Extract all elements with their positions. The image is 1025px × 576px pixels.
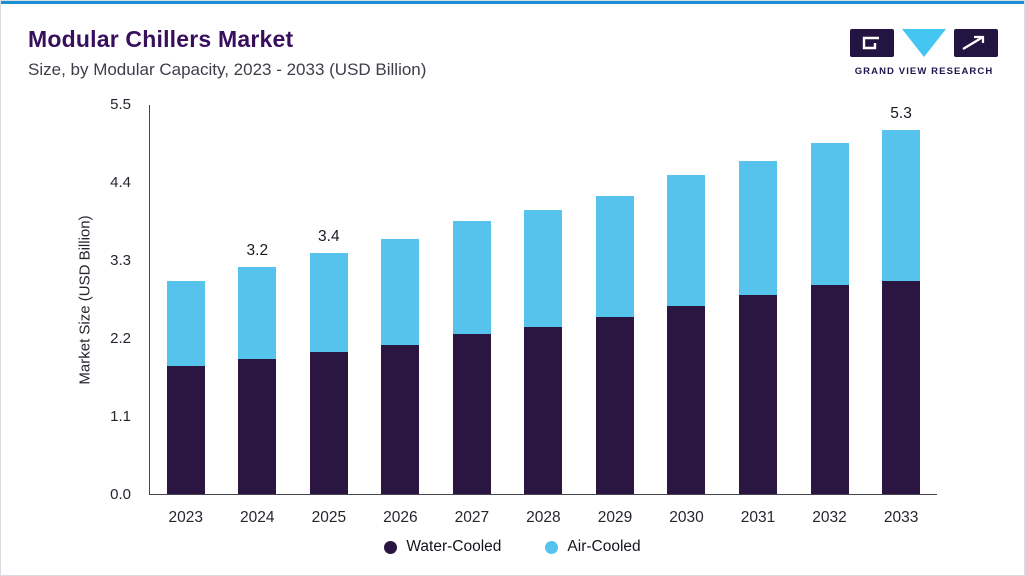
y-tick-label: 1.1 <box>110 408 131 425</box>
x-tick-label: 2030 <box>669 509 704 526</box>
x-tick-label: 2029 <box>597 509 633 526</box>
page-title: Modular Chillers Market <box>28 26 294 52</box>
bar-group: 2030 <box>651 105 722 526</box>
x-tick-label: 2023 <box>168 509 203 526</box>
bar-segment-air-cooled <box>166 281 205 367</box>
y-axis-title: Market Size (USD Billion) <box>76 215 94 385</box>
bar-group: 2028 <box>508 105 579 526</box>
y-axis-ticks: 0.0 1.1 2.2 3.3 4.4 5.5 <box>93 96 141 503</box>
x-tick-label: 2024 <box>240 509 275 526</box>
legend-item: Water-Cooled <box>384 538 501 556</box>
bars: 2023 3.2 2024 3.4 2025 2026 2027 2028 2029 2030 20… <box>150 105 937 526</box>
legend: Water-Cooled Air-Cooled <box>1 538 1024 556</box>
bar-segment-water-cooled <box>524 327 563 494</box>
x-tick-label: 2026 <box>383 509 418 526</box>
bar-segment-air-cooled <box>381 238 420 346</box>
bar-value-label: 3.2 <box>246 242 269 260</box>
legend-label: Air-Cooled <box>567 538 641 555</box>
bar-segment-air-cooled <box>524 210 563 328</box>
x-tick-label: 2033 <box>883 509 919 526</box>
bar-segment-air-cooled <box>667 174 706 307</box>
legend-item: Air-Cooled <box>545 538 641 556</box>
x-tick-label: 2032 <box>812 509 847 526</box>
y-tick-label: 5.5 <box>110 96 131 113</box>
bar-segment-water-cooled <box>810 284 849 494</box>
y-tick-label: 4.4 <box>110 174 131 191</box>
bar-segment-air-cooled <box>452 221 491 335</box>
legend-marker <box>384 540 398 554</box>
bar-value-label: 3.4 <box>318 227 340 245</box>
page-subtitle: Size, by Modular Capacity, 2023 - 2033 (… <box>28 60 427 79</box>
x-tick-label: 2031 <box>740 509 776 526</box>
y-tick-label: 3.3 <box>110 252 131 269</box>
bar-group: 2026 <box>365 105 436 526</box>
x-tick-label: 2028 <box>526 509 561 526</box>
grand-view-research-logo: GRAND VIEW RESEARCH <box>850 29 998 77</box>
bar-group: 2023 <box>150 105 221 526</box>
top-accent-line <box>1 1 1024 4</box>
bar-segment-water-cooled <box>882 281 921 494</box>
bar-segment-water-cooled <box>739 295 778 494</box>
bar-segment-water-cooled <box>667 306 706 494</box>
legend-marker <box>545 540 559 554</box>
bar-segment-water-cooled <box>309 352 348 494</box>
bar-segment-air-cooled <box>238 267 277 360</box>
bar-group: 3.2 2024 <box>222 105 293 526</box>
bar-group: 2029 <box>579 105 650 526</box>
plot-area: 2023 3.2 2024 3.4 2025 2026 2027 2028 2029 2030 20… <box>149 105 937 526</box>
bar-segment-water-cooled <box>381 345 420 494</box>
bar-segment-water-cooled <box>595 316 634 494</box>
bar-segment-air-cooled <box>595 196 634 317</box>
logo-mark-icon <box>850 29 998 57</box>
chart-header: Modular Chillers Market Size, by Modular… <box>28 26 426 80</box>
bar-group: 5.3 2033 <box>866 105 937 526</box>
x-tick-label: 2025 <box>311 509 347 526</box>
x-tick-label: 2027 <box>454 509 490 526</box>
bar-group: 2032 <box>794 105 865 526</box>
bar-segment-water-cooled <box>452 334 491 494</box>
logo-wordmark: GRAND VIEW RESEARCH <box>854 66 994 77</box>
y-tick-label: 2.2 <box>110 330 131 347</box>
bar-segment-air-cooled <box>882 130 921 282</box>
bar-segment-air-cooled <box>739 160 778 296</box>
bar-value-label: 5.3 <box>890 105 912 122</box>
bar-segment-water-cooled <box>166 366 205 494</box>
bar-segment-water-cooled <box>238 359 277 494</box>
bar-segment-air-cooled <box>309 252 348 353</box>
bar-segment-air-cooled <box>810 143 849 285</box>
bar-group: 2031 <box>723 105 794 526</box>
bar-group: 2027 <box>436 105 507 526</box>
y-tick-label: 0.0 <box>110 486 131 503</box>
bar-group: 3.4 2025 <box>293 105 364 526</box>
legend-label: Water-Cooled <box>406 538 502 555</box>
